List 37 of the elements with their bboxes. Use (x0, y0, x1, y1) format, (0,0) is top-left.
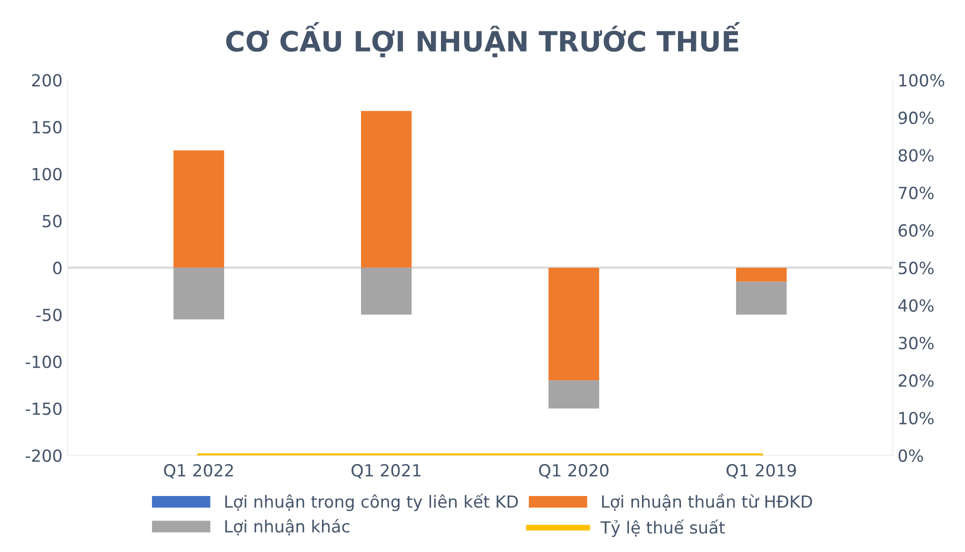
y2-tick-label: 40% (898, 299, 934, 312)
x-tick-label: Q1 2022 (164, 464, 233, 479)
y-tick-label: -150 (26, 402, 62, 416)
x-tick-label: Q1 2021 (352, 464, 421, 479)
y2-tick-label: 30% (898, 336, 934, 350)
y2-tick-label: 70% (898, 186, 934, 200)
x-tick-label: Q1 2020 (539, 464, 608, 479)
y2-tick-label: 100% (899, 74, 944, 87)
y2-tick-label: 60% (898, 224, 934, 237)
y-tick-label: 100 (32, 168, 62, 180)
y-tick-label: 0 (53, 262, 62, 274)
y-tick-label: 200 (32, 74, 62, 87)
chart-title: CƠ CẤU LỢI NHUẬN TRƯỚC THUẾ (226, 22, 740, 58)
y-tick-label: -200 (26, 449, 62, 462)
y-tick-label: -50 (36, 308, 62, 322)
y2-tick-label: 0% (898, 449, 924, 462)
legend-label: Lợi nhuận trong công ty liên kết KD (225, 494, 518, 512)
y2-tick-label: 10% (899, 412, 934, 424)
bar (736, 268, 787, 282)
bar (173, 268, 224, 320)
bar (736, 282, 787, 315)
bar (548, 268, 600, 380)
bar (548, 380, 600, 408)
bar (361, 268, 412, 315)
y2-tick-label: 20% (898, 374, 934, 387)
legend-label: Lợi nhuận khác (225, 519, 350, 536)
legend-label: Tỷ lệ thuế suất (600, 519, 725, 537)
legend-label: Lợi nhuận thuần từ HĐKD (602, 494, 812, 511)
bar (361, 111, 412, 268)
y-tick-label: -100 (26, 356, 62, 368)
bar (173, 150, 224, 268)
y-tick-label: 150 (32, 120, 62, 134)
y2-tick-label: 50% (898, 262, 934, 274)
y2-tick-label: 90% (898, 112, 934, 124)
y-tick-label: 50 (42, 214, 62, 228)
y2-tick-label: 80% (898, 149, 934, 162)
x-tick-label: Q1 2019 (726, 464, 796, 479)
